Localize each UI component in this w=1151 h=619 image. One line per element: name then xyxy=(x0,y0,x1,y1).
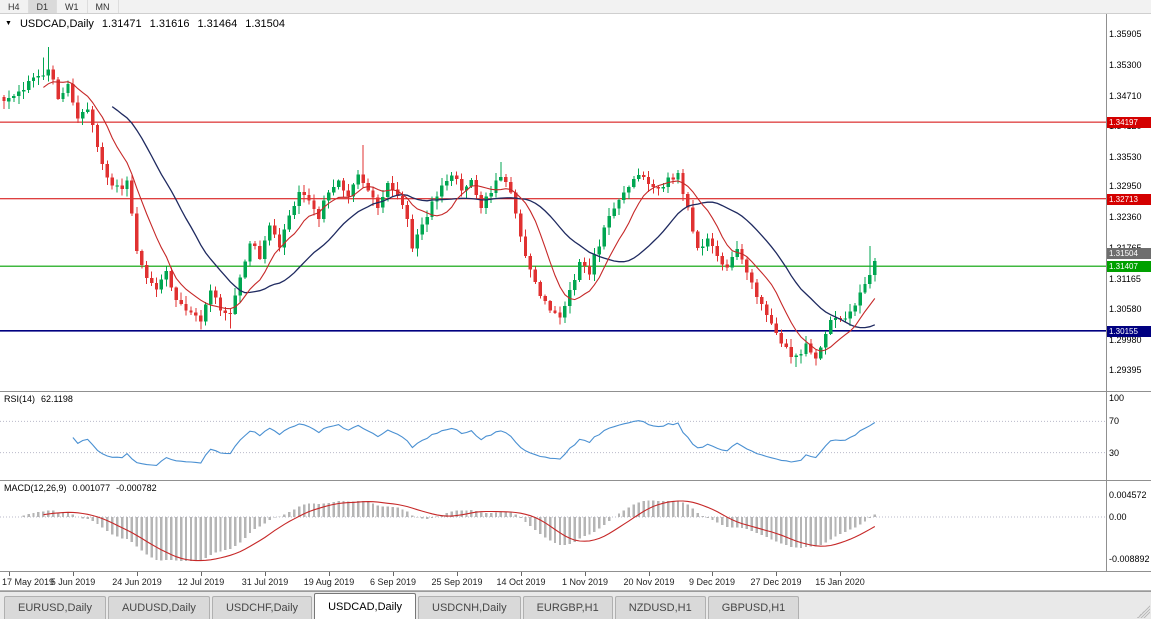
tab-gbpusd-h1[interactable]: GBPUSD,H1 xyxy=(707,596,800,619)
date-label: 6 Sep 2019 xyxy=(369,577,417,587)
macd-pane[interactable]: MACD(12,26,9) 0.001077 -0.000782 0.00457… xyxy=(0,481,1151,572)
ma-fast-line xyxy=(43,81,876,352)
price-badge-1.30155[interactable]: 1.30155 xyxy=(1107,325,1151,337)
chart-symbol-period: USDCAD,Daily xyxy=(19,18,94,30)
date-label: 15 Jan 2020 xyxy=(815,577,865,587)
time-tick xyxy=(840,572,841,576)
price-tick: 1.31765 xyxy=(1109,243,1142,253)
macd-signal-line xyxy=(43,500,876,562)
rsi-axis: 100 70 30 xyxy=(1106,392,1151,480)
price-badge-1.31407[interactable]: 1.31407 xyxy=(1107,261,1151,273)
rsi-tick: 70 xyxy=(1109,416,1120,427)
macd-tick: 0.004572 xyxy=(1109,490,1147,501)
rsi-indicator-label: RSI(14) 62.1198 xyxy=(4,394,73,404)
price-tick: 1.34710 xyxy=(1109,90,1142,101)
price-tick: 1.35300 xyxy=(1109,60,1142,71)
date-label: 12 Jul 2019 xyxy=(177,577,225,587)
macd-chart[interactable] xyxy=(0,481,1106,571)
macd-signal-value: -0.000782 xyxy=(116,483,157,493)
date-label: 9 Dec 2019 xyxy=(688,577,736,587)
price-tick: 1.30580 xyxy=(1109,303,1142,314)
time-tick xyxy=(649,572,650,576)
time-tick xyxy=(137,572,138,576)
price-axis[interactable]: 1.359051.353001.347101.341201.335301.329… xyxy=(1106,14,1151,391)
macd-name: MACD(12,26,9) xyxy=(4,483,67,493)
chart-menu-icon[interactable]: ▼ xyxy=(5,20,12,27)
time-tick xyxy=(521,572,522,576)
time-tick xyxy=(776,572,777,576)
tab-nzdusd-h1[interactable]: NZDUSD,H1 xyxy=(614,596,706,619)
price-tick: 1.35905 xyxy=(1109,28,1142,39)
rsi-pane[interactable]: RSI(14) 62.1198 100 70 30 xyxy=(0,392,1151,481)
tab-eurgbp-h1[interactable]: EURGBP,H1 xyxy=(522,596,613,619)
candles-layer xyxy=(2,47,877,368)
candlestick-chart[interactable] xyxy=(0,14,1106,391)
time-tick xyxy=(393,572,394,576)
rsi-value: 62.1198 xyxy=(41,394,73,404)
time-tick xyxy=(329,572,330,576)
ma-slow-line xyxy=(111,106,876,329)
tab-usdcnh-daily[interactable]: USDCNH,Daily xyxy=(418,596,521,619)
date-label: 14 Oct 2019 xyxy=(496,577,546,587)
quote-high: 1.31616 xyxy=(149,18,190,30)
price-badge-1.31504: 1.31504 xyxy=(1107,248,1151,260)
date-label: 24 Jun 2019 xyxy=(112,577,162,587)
date-label: 17 May 2019 xyxy=(2,577,55,587)
timeframe-button-d1[interactable]: D1 xyxy=(28,0,58,13)
price-tick: 1.33530 xyxy=(1109,151,1142,162)
time-tick xyxy=(9,572,10,576)
macd-tick: -0.008892 xyxy=(1109,554,1150,565)
time-tick xyxy=(585,572,586,576)
tab-eurusd-daily[interactable]: EURUSD,Daily xyxy=(4,596,106,619)
price-tick: 1.32950 xyxy=(1109,181,1142,192)
quote-low: 1.31464 xyxy=(197,18,238,30)
date-label: 25 Sep 2019 xyxy=(431,577,483,587)
rsi-name: RSI(14) xyxy=(4,394,36,404)
timeframe-button-h4[interactable]: H4 xyxy=(0,0,29,13)
price-badge-1.32713[interactable]: 1.32713 xyxy=(1107,193,1151,205)
time-axis[interactable]: 17 May 2019 5 Jun 2019 24 Jun 2019 12 Jul 2… xyxy=(0,572,1151,591)
rsi-tick: 100 xyxy=(1109,393,1125,403)
rsi-tick: 30 xyxy=(1109,447,1120,458)
time-tick xyxy=(201,572,202,576)
time-tick xyxy=(265,572,266,576)
time-tick xyxy=(712,572,713,576)
chart-tab-bar: EURUSD,Daily AUDUSD,Daily USDCHF,Daily USDC… xyxy=(0,591,1151,619)
timeframe-toolbar: H4 D1 W1 MN xyxy=(0,0,1151,14)
date-label: 31 Jul 2019 xyxy=(241,577,289,587)
macd-axis: 0.004572 0.00 -0.008892 xyxy=(1106,481,1151,571)
date-label: 27 Dec 2019 xyxy=(750,577,802,587)
price-tick: 1.29980 xyxy=(1109,334,1142,345)
quote-open: 1.31471 xyxy=(101,18,142,30)
rsi-line xyxy=(72,420,876,466)
resize-grip-icon[interactable] xyxy=(1137,605,1150,618)
price-badge-1.34197[interactable]: 1.34197 xyxy=(1107,117,1151,129)
date-label: 5 Jun 2019 xyxy=(50,577,96,587)
timeframe-button-mn[interactable]: MN xyxy=(88,0,119,13)
time-tick xyxy=(73,572,74,576)
price-tick: 1.32360 xyxy=(1109,211,1142,222)
macd-tick: 0.00 xyxy=(1109,512,1127,522)
macd-main-value: 0.001077 xyxy=(72,483,111,493)
tab-audusd-daily[interactable]: AUDUSD,Daily xyxy=(107,596,210,619)
quote-close: 1.31504 xyxy=(245,18,285,30)
timeframe-button-w1[interactable]: W1 xyxy=(57,0,88,13)
chart-title: ▼ USDCAD,Daily 1.31471 1.31616 1.31464 1… xyxy=(5,18,285,30)
price-tick: 1.29395 xyxy=(1109,365,1142,376)
date-label: 20 Nov 2019 xyxy=(623,577,675,587)
tab-usdcad-daily[interactable]: USDCAD,Daily xyxy=(314,593,417,619)
price-tick: 1.31165 xyxy=(1109,273,1141,284)
rsi-chart[interactable] xyxy=(0,392,1106,480)
date-label: 1 Nov 2019 xyxy=(561,577,609,587)
date-label: 19 Aug 2019 xyxy=(303,577,355,587)
main-chart-pane[interactable]: ▼ USDCAD,Daily 1.31471 1.31616 1.31464 1… xyxy=(0,14,1151,392)
tab-usdchf-daily[interactable]: USDCHF,Daily xyxy=(211,596,313,619)
macd-indicator-label: MACD(12,26,9) 0.001077 -0.000782 xyxy=(4,483,157,493)
time-tick xyxy=(457,572,458,576)
macd-histogram xyxy=(22,500,876,562)
